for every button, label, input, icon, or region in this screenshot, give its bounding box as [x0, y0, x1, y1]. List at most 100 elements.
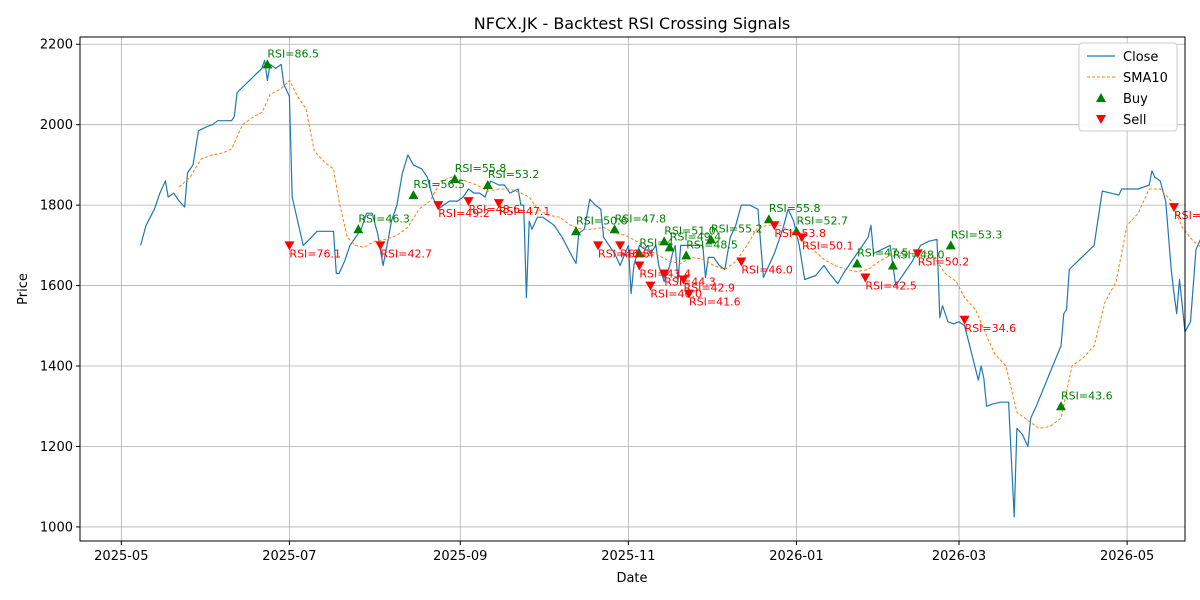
legend-sell-marker — [1096, 115, 1106, 124]
y-tick-label: 1000 — [40, 520, 73, 535]
sell-signal-label: RSI=49.2 — [438, 207, 490, 220]
sell-signal-label: RSI=46.8 — [598, 247, 650, 260]
y-tick-label: 2200 — [40, 38, 73, 53]
y-tick-label: 1600 — [40, 279, 73, 294]
buy-signal-label: RSI=47.8 — [615, 212, 667, 225]
grid-layer — [80, 37, 1185, 541]
sell-marker — [796, 233, 807, 243]
buy-signal-label: RSI=46.3 — [358, 212, 410, 225]
buy-marker — [634, 248, 645, 258]
sell-signal-label: RSI=42.9 — [683, 282, 735, 295]
y-tick-label: 1200 — [40, 440, 73, 455]
buy-marker — [945, 240, 956, 250]
legend-close-label: Close — [1123, 50, 1158, 65]
legend: Close SMA10 Buy Sell — [1078, 42, 1178, 132]
close-series-line — [140, 59, 1200, 518]
y-tick-label: 2000 — [40, 118, 73, 133]
sell-marker — [1168, 203, 1179, 213]
sell-marker — [860, 273, 871, 283]
buy-marker — [852, 258, 863, 268]
buy-marker — [706, 234, 717, 244]
sell-marker — [284, 241, 295, 251]
sell-signal-label: RSI=76.1 — [289, 247, 341, 260]
buy-marker — [763, 214, 774, 224]
sell-signal-label: RSI=42.7 — [380, 247, 432, 260]
sell-signal-label: RSI=50.2 — [918, 255, 970, 268]
sell-marker — [769, 221, 780, 231]
x-tick-label: 2025-05 — [94, 549, 148, 564]
y-tick-label: 1800 — [40, 199, 73, 214]
sell-signal-label: RSI=44.3 — [664, 276, 716, 289]
legend-buy-marker — [1096, 93, 1106, 102]
sell-marker — [683, 289, 694, 299]
buy-signal-label: RSI=55.2 — [711, 222, 763, 235]
buy-marker — [887, 260, 898, 270]
sell-signal-label: RSI=34.6 — [965, 322, 1017, 335]
buy-marker — [609, 224, 620, 234]
buy-marker — [664, 242, 675, 252]
sell-marker — [912, 249, 923, 259]
sell-marker — [375, 241, 386, 251]
x-tick-label: 2026-05 — [1100, 549, 1154, 564]
chart-title: NFCX.JK - Backtest RSI Crossing Signals — [474, 14, 790, 33]
sell-signal-label: RSI=48.6 — [469, 203, 521, 216]
buy-signal-label: RSI=47.5 — [857, 246, 909, 259]
plot-layer — [140, 59, 1200, 518]
sell-signal-label: RSI=50.1 — [802, 239, 854, 252]
sell-signal-label: RSI=42.5 — [865, 280, 917, 293]
buy-signal-label: RSI=50.6 — [576, 214, 628, 227]
sell-signal-label: RSI=46.0 — [741, 263, 793, 276]
x-axis-label: Date — [616, 571, 647, 586]
buy-signal-label: RSI=53.3 — [951, 228, 1003, 241]
y-tick-label: 1400 — [40, 360, 73, 375]
x-tick-label: 2025-09 — [433, 549, 487, 564]
buy-marker — [449, 173, 460, 183]
buy-marker — [482, 180, 493, 190]
sell-signal-label: RSI=41.6 — [689, 296, 741, 309]
buy-signal-label: RSI=53.2 — [488, 168, 540, 181]
buy-marker — [681, 250, 692, 260]
plot-frame — [79, 36, 1186, 542]
sell-marker — [659, 269, 670, 279]
buy-marker — [571, 226, 582, 236]
sma10-series-line — [178, 79, 1200, 429]
sell-marker — [634, 261, 645, 271]
x-tick-label: 2025-11 — [601, 549, 655, 564]
buy-marker — [353, 224, 364, 234]
buy-marker — [1055, 401, 1066, 411]
buy-signal-label: RSI=55.8 — [769, 202, 821, 215]
buy-signal-label: RSI=55.8 — [455, 162, 507, 175]
sell-marker — [493, 199, 504, 209]
legend-sell-label: Sell — [1123, 113, 1146, 128]
x-tick-label: 2026-03 — [932, 549, 986, 564]
buy-marker — [791, 226, 802, 236]
sell-marker — [433, 201, 444, 211]
x-tick-label: 2026-01 — [769, 549, 823, 564]
legend-buy-label: Buy — [1123, 92, 1148, 107]
buy-signal-label: RSI=51.0 — [664, 224, 716, 237]
sell-marker — [615, 241, 626, 251]
sell-marker — [959, 315, 970, 325]
axis-layer: 2025-05 2025-07 2025-09 2025-11 2026-01 2026-… — [40, 38, 1154, 564]
buy-signal-label: RSI=86.5 — [267, 47, 319, 60]
buy-signal-label: RSI=52.7 — [796, 214, 848, 227]
legend-sma-label: SMA10 — [1123, 71, 1168, 86]
buy-marker — [659, 236, 670, 246]
legend-frame — [1078, 42, 1178, 132]
sell-signal-label: RSI=4 — [620, 247, 654, 260]
sell-marker — [593, 241, 604, 251]
sell-marker — [678, 275, 689, 285]
sell-signal-label: RSI=47.1 — [499, 205, 551, 218]
sell-signal-label: RSI=62.1 — [1174, 209, 1200, 222]
buy-marker — [262, 59, 273, 69]
buy-signal-label: RSI=48.5 — [686, 238, 738, 251]
sell-marker — [645, 281, 656, 291]
sell-marker — [463, 197, 474, 207]
y-axis-label: Price — [16, 273, 31, 305]
buy-signal-label: RSI=43.6 — [1061, 389, 1113, 402]
signal-layer: RSI=86.5RSI=46.3RSI=56.5RSI=55.8RSI=53.2… — [262, 47, 1200, 411]
x-tick-label: 2025-07 — [262, 549, 316, 564]
buy-marker — [408, 190, 419, 200]
